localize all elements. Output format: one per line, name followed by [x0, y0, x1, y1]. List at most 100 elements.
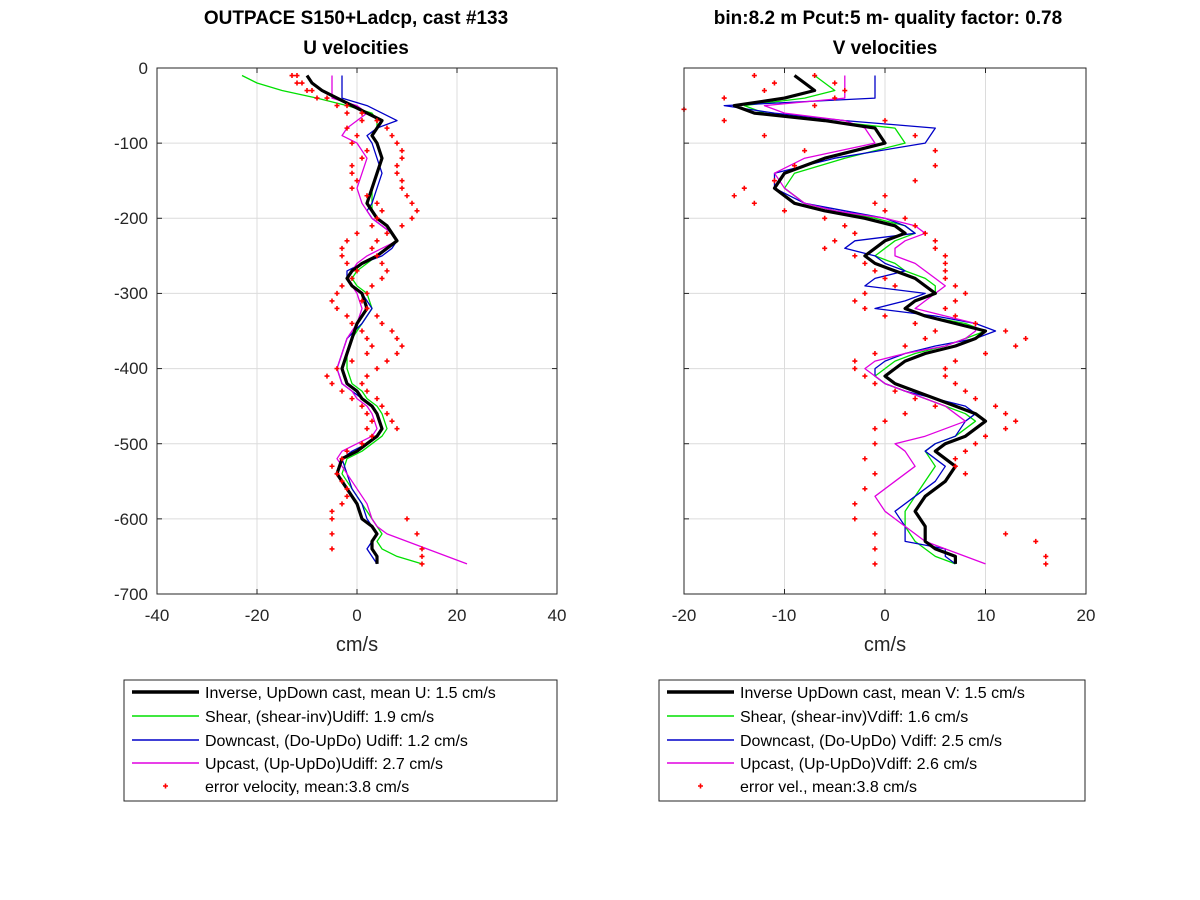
u-error-marker: [399, 343, 405, 349]
u-error-marker: [374, 313, 380, 319]
v-xtick-labels: -20 -10 0 10 20: [672, 606, 1096, 625]
v-error-marker: [872, 441, 878, 447]
u-ytick-label: -500: [114, 435, 148, 454]
u-error-marker: [339, 245, 345, 251]
v-error-marker: [751, 200, 757, 206]
v-ticks: [683, 67, 1087, 595]
u-ytick-labels: 0 -100 -200 -300 -400 -500 -600 -700: [114, 59, 148, 604]
u-error-marker: [329, 508, 335, 514]
u-error-marker: [299, 80, 305, 86]
u-ytick-label: 0: [139, 59, 148, 78]
u-error-marker: [354, 133, 360, 139]
u-error-marker: [419, 561, 425, 567]
v-error-marker: [872, 471, 878, 477]
v-error-marker: [1023, 336, 1029, 342]
u-error-marker: [404, 516, 410, 522]
u-error-marker: [409, 200, 415, 206]
u-error-marker: [369, 283, 375, 289]
u-error-marker: [389, 418, 395, 424]
u-error-marker: [389, 328, 395, 334]
v-error-marker: [1013, 418, 1019, 424]
u-error-marker: [389, 133, 395, 139]
u-legend-label-upcast: Upcast, (Up-UpDo)Udiff: 2.7 cm/s: [205, 756, 443, 773]
u-error-marker: [399, 178, 405, 184]
v-error-marker: [872, 531, 878, 537]
v-error-marker: [832, 95, 838, 101]
v-error-marker: [952, 463, 958, 469]
u-error-marker: [394, 163, 400, 169]
u-error-marker: [334, 471, 340, 477]
v-xlabel: cm/s: [864, 634, 906, 656]
v-error-marker: [932, 245, 938, 251]
u-error-marker: [334, 290, 340, 296]
u-error-marker: [344, 493, 350, 499]
v-error-marker: [952, 313, 958, 319]
v-error-marker: [862, 260, 868, 266]
v-error-marker: [751, 73, 757, 79]
v-error-marker: [1043, 553, 1049, 559]
u-error-marker: [334, 366, 340, 372]
u-error-marker: [294, 80, 300, 86]
v-error-marker: [912, 396, 918, 402]
u-error-marker: [329, 298, 335, 304]
u-error-marker: [364, 290, 370, 296]
u-error-marker: [359, 118, 365, 124]
v-error-marker: [922, 336, 928, 342]
v-error-marker: [1003, 531, 1009, 537]
u-error-marker: [344, 238, 350, 244]
u-error-marker: [289, 73, 295, 79]
u-error-marker: [359, 298, 365, 304]
v-legend-label-error: error vel., mean:3.8 cm/s: [740, 779, 917, 796]
u-error-marker: [379, 260, 385, 266]
u-error-marker: [294, 73, 300, 79]
v-error-marker: [942, 253, 948, 259]
v-error-marker: [882, 275, 888, 281]
v-error-marker: [842, 223, 848, 229]
u-error-marker: [369, 343, 375, 349]
u-ticks: [156, 67, 558, 595]
u-error-marker: [349, 320, 355, 326]
v-error-marker: [872, 268, 878, 274]
v-series-upcast-line: [763, 75, 986, 565]
v-error-marker: [721, 118, 727, 124]
u-error-marker: [394, 426, 400, 432]
v-error-marker: [761, 88, 767, 94]
u-error-marker: [349, 140, 355, 146]
v-error-marker: [932, 163, 938, 169]
u-error-marker: [339, 283, 345, 289]
u-xlabel: cm/s: [336, 634, 378, 656]
u-error-marker: [369, 223, 375, 229]
u-error-marker: [369, 245, 375, 251]
v-error-marker: [942, 260, 948, 266]
u-error-marker: [374, 215, 380, 221]
v-error-marker: [842, 88, 848, 94]
u-error-marker: [344, 110, 350, 116]
v-error-marker: [962, 388, 968, 394]
u-title-line2: U velocities: [303, 38, 409, 59]
v-error-marker: [822, 215, 828, 221]
u-error-marker: [364, 351, 370, 357]
u-xtick-labels: -40 -20 0 20 40: [145, 606, 567, 625]
v-series: [681, 73, 1049, 567]
v-error-marker: [1033, 538, 1039, 544]
v-error-marker: [862, 456, 868, 462]
u-series: [241, 73, 468, 567]
u-error-marker: [339, 253, 345, 259]
v-error-marker: [872, 200, 878, 206]
u-error-marker: [324, 373, 330, 379]
u-error-marker: [339, 501, 345, 507]
v-error-marker: [952, 381, 958, 387]
u-error-marker: [379, 275, 385, 281]
v-error-marker: [872, 426, 878, 432]
v-error-marker: [862, 373, 868, 379]
u-error-marker: [394, 336, 400, 342]
u-series-upcast-line: [331, 75, 468, 565]
u-error-marker: [349, 396, 355, 402]
u-error-marker: [399, 185, 405, 191]
u-error-marker: [309, 88, 315, 94]
u-error-marker: [329, 531, 335, 537]
u-error-marker: [364, 148, 370, 154]
u-title-line1: OUTPACE S150+Ladcp, cast #133: [204, 8, 508, 29]
v-error-marker: [872, 546, 878, 552]
